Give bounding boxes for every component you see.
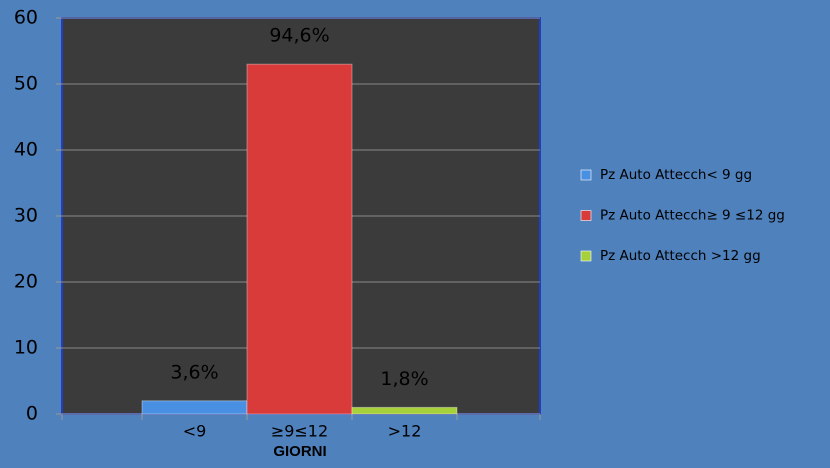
y-tick-label: 20 [14, 271, 38, 293]
x-tick-label: >12 [388, 422, 422, 441]
y-tick-label: 0 [26, 403, 38, 425]
bar [246, 63, 353, 415]
y-tick-label: 10 [14, 337, 38, 359]
legend-swatch [580, 250, 592, 262]
data-label: 94,6% [269, 25, 329, 47]
x-axis-title: GIORNI [273, 443, 326, 460]
legend-swatch [580, 210, 592, 221]
bar [351, 406, 458, 415]
data-label: 1,8% [380, 368, 428, 390]
y-tick-label: 40 [14, 139, 38, 161]
y-tick-label: 60 [14, 7, 38, 29]
legend-label: Pz Auto Attecch< 9 gg [600, 167, 752, 183]
y-tick-label: 30 [14, 205, 38, 227]
y-tick-label: 50 [14, 73, 38, 95]
bar [141, 400, 248, 415]
x-tick-label: ≥9≤12 [271, 422, 328, 441]
legend-swatch [580, 169, 592, 181]
legend-label: Pz Auto Attecch >12 gg [600, 248, 761, 264]
data-label: 3,6% [170, 361, 218, 383]
x-tick-label: <9 [183, 422, 207, 441]
legend-label: Pz Auto Attecch≥ 9 ≤12 gg [600, 208, 785, 224]
